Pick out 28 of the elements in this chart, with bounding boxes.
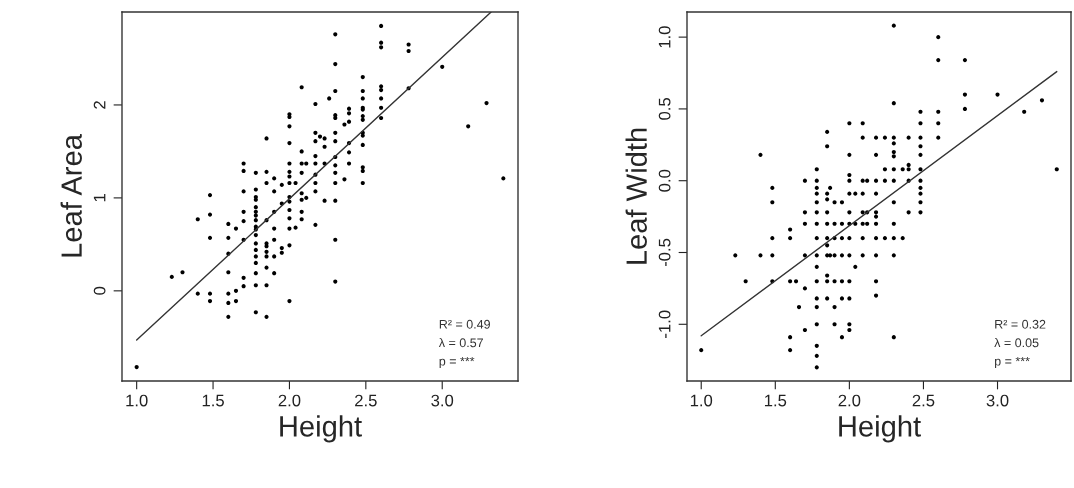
y-tick-label: 1.0	[658, 26, 671, 48]
annotation: λ = 0.05	[994, 337, 1039, 348]
x-tick-label: 1.5	[202, 394, 224, 407]
y-tick-label: -0.5	[658, 238, 671, 267]
x-axis-title: Height	[280, 415, 362, 443]
y-tick-label: 0.0	[658, 169, 671, 192]
x-tick-label: 1.0	[690, 394, 713, 407]
annotation: p = ***	[995, 356, 1030, 369]
y-tick-label: 2	[93, 101, 106, 109]
x-tick-label: 2.5	[912, 394, 935, 407]
x-tick-label: 1.0	[126, 394, 148, 407]
y-axis-title: Leaf Area	[60, 134, 82, 257]
y-tick-label: 0.5	[658, 98, 671, 120]
x-tick-label: 2.0	[838, 394, 861, 407]
annotation: R² = 0.32	[995, 319, 1046, 329]
x-tick-label: 3.0	[431, 394, 454, 407]
y-axis-title: Leaf Width	[625, 128, 647, 264]
x-tick-label: 2.0	[278, 394, 301, 407]
y-tick-label: -1.0	[658, 310, 671, 338]
annotation: λ = 0.57	[438, 337, 483, 348]
y-tick-label: 0	[93, 286, 106, 295]
y-tick-label: 1	[93, 194, 106, 202]
x-tick-label: 1.5	[764, 394, 787, 407]
annotation: R² = 0.49	[439, 319, 490, 329]
x-tick-label: 2.5	[355, 394, 377, 407]
x-tick-label: 3.0	[986, 394, 1009, 407]
x-axis-title: Height	[839, 415, 921, 443]
annotation: p = ***	[439, 356, 475, 369]
